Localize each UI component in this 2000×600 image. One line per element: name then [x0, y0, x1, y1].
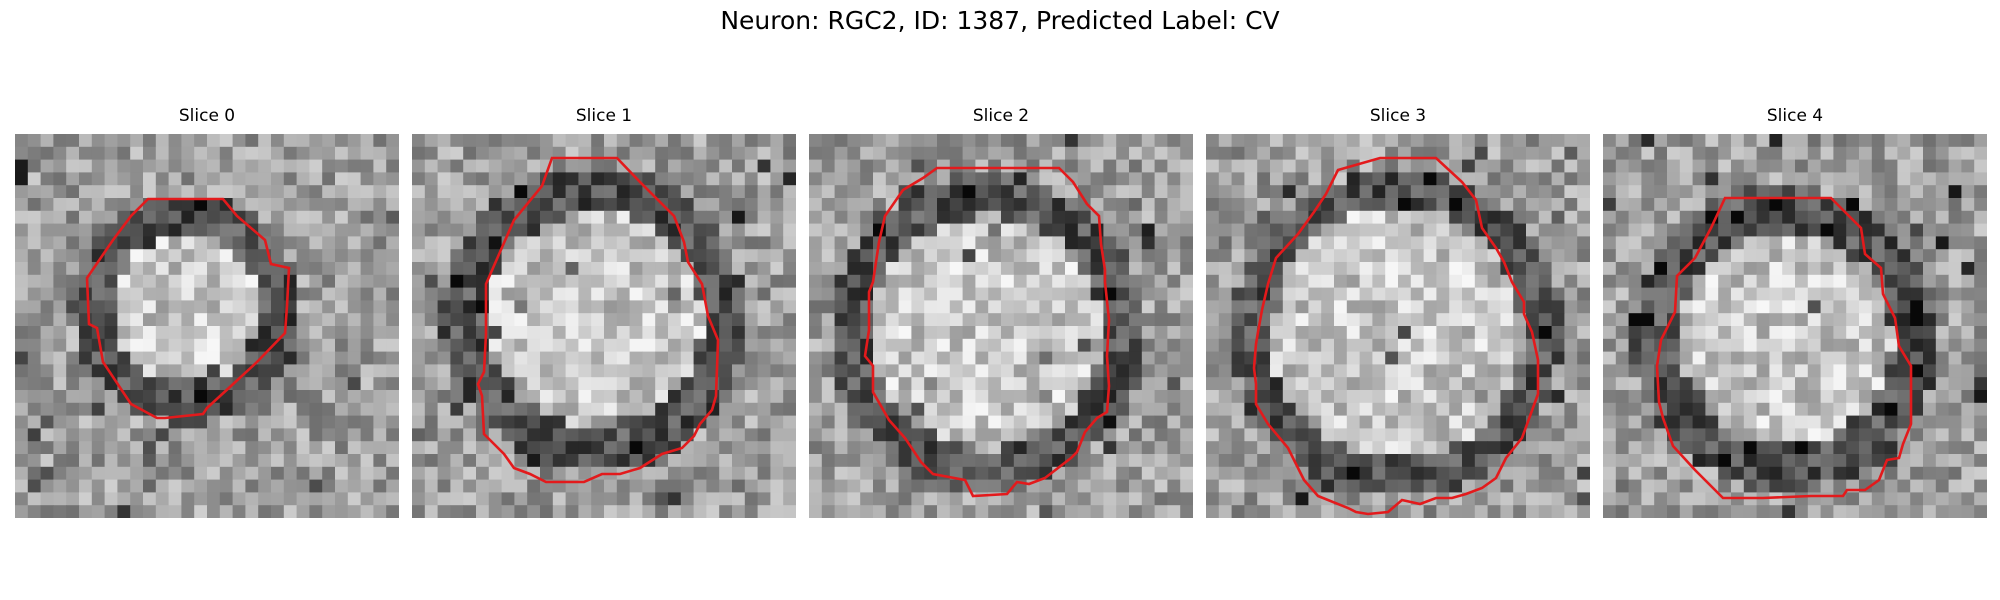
cell-outline-0 [85, 197, 291, 420]
figure-title: Neuron: RGC2, ID: 1387, Predicted Label:… [720, 6, 1280, 35]
slice-image-3 [1206, 134, 1590, 518]
cell-outline-2 [863, 166, 1111, 498]
slice-image-svg-0 [15, 134, 399, 518]
slice-pixels-1 [412, 134, 796, 518]
slice-pixels-2 [809, 134, 1193, 518]
slice-title-4: Slice 4 [1766, 106, 1824, 126]
slice-image-1 [412, 134, 796, 518]
slice-image-svg-2 [809, 134, 1193, 518]
slice-image-svg-3 [1206, 134, 1590, 518]
slice-title-1: Slice 1 [575, 106, 633, 126]
cell-outline-4 [1655, 196, 1913, 500]
cell-outline-3 [1252, 156, 1540, 516]
slice-image-4 [1603, 134, 1987, 518]
slice-title-3: Slice 3 [1369, 106, 1427, 126]
slice-image-svg-1 [412, 134, 796, 518]
slice-pixels-3 [1206, 134, 1590, 518]
slice-title-0: Slice 0 [178, 106, 236, 126]
slice-image-2 [809, 134, 1193, 518]
slice-pixels-0 [15, 134, 399, 518]
slice-image-0 [15, 134, 399, 518]
slice-pixels-4 [1603, 134, 1987, 518]
slice-image-svg-4 [1603, 134, 1987, 518]
cell-outline-1 [476, 156, 720, 484]
slice-title-2: Slice 2 [972, 106, 1030, 126]
